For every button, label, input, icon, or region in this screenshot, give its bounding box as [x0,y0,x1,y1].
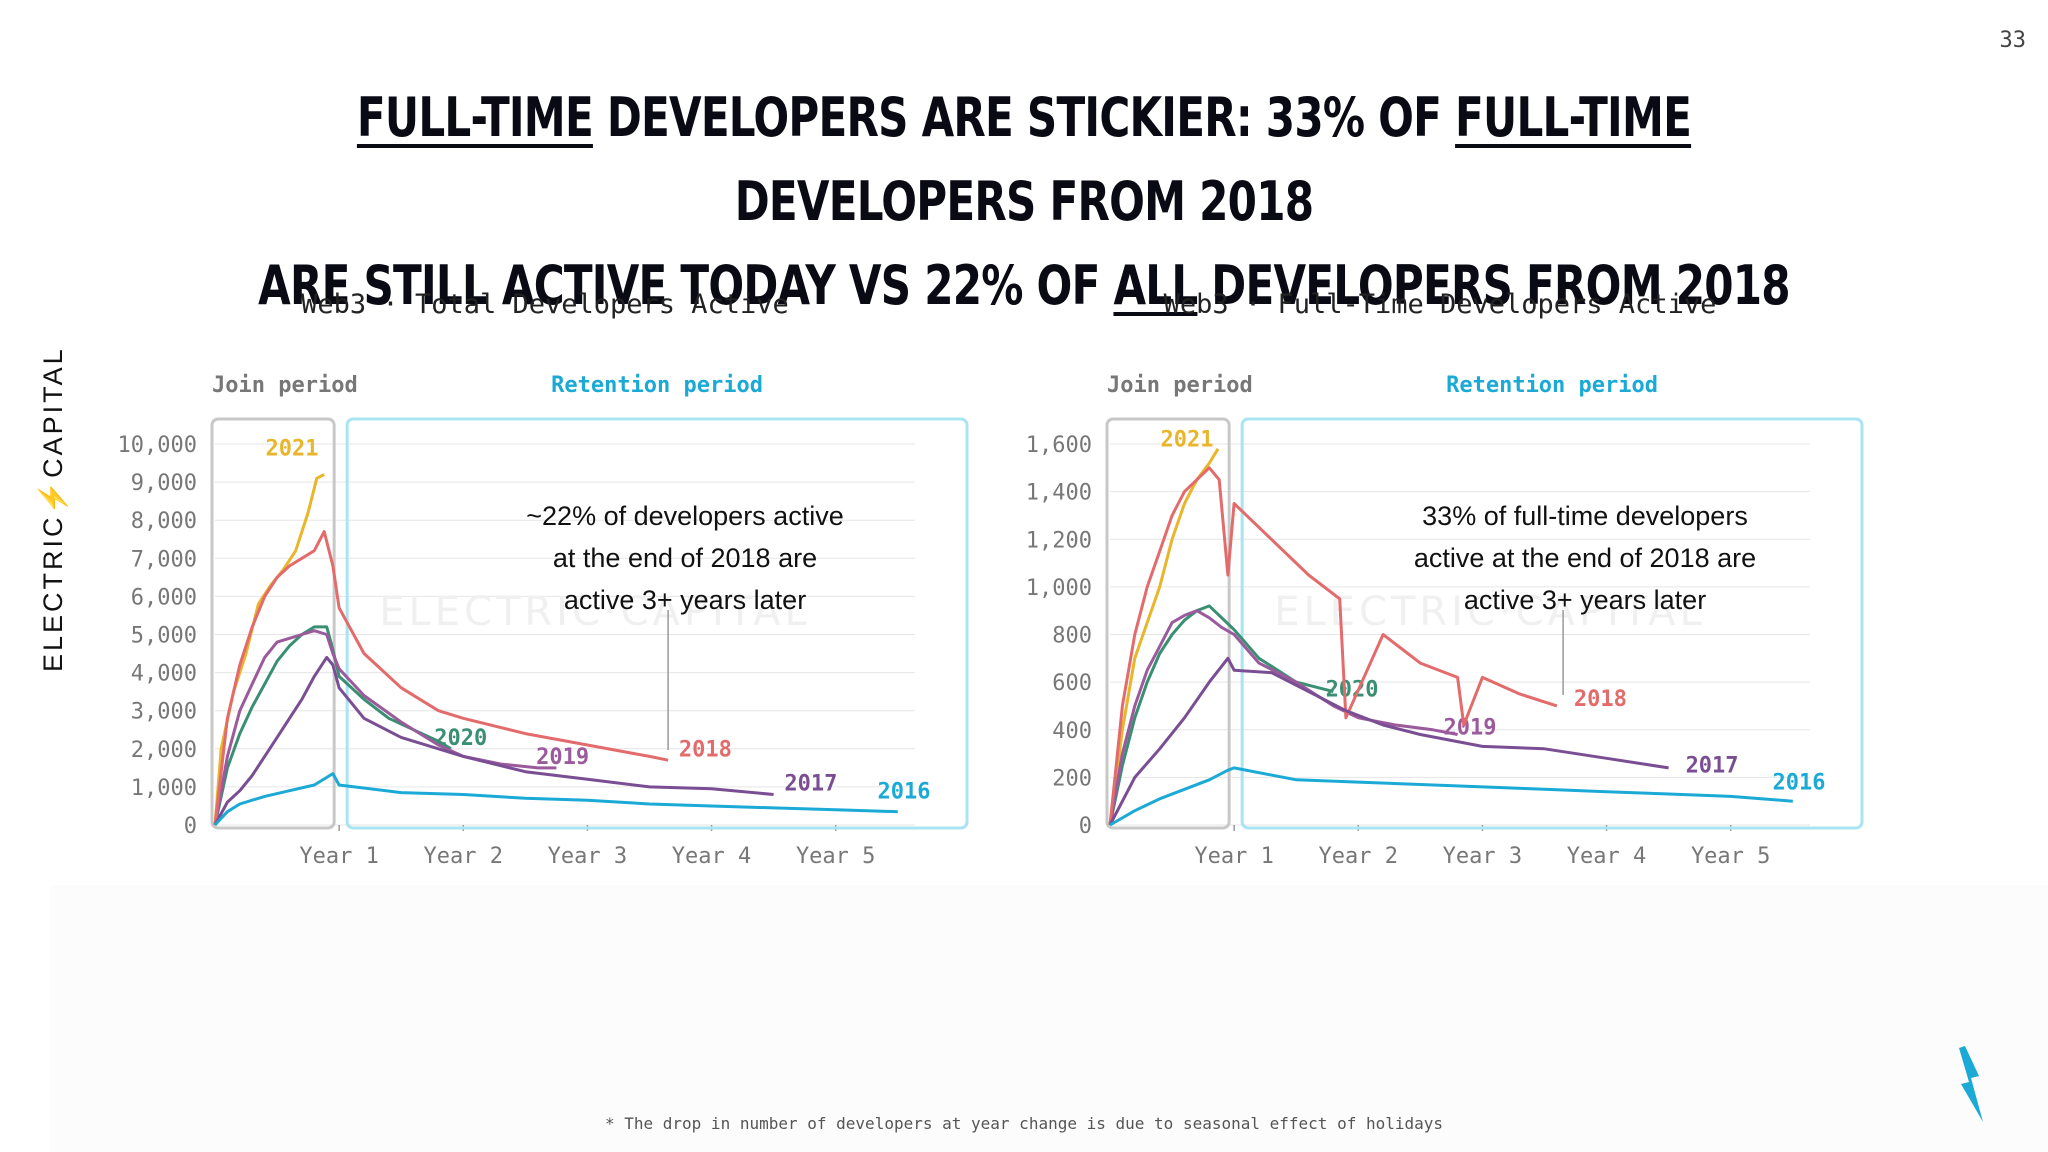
annotation-line: ~22% of developers active [526,501,843,531]
series-line-2017 [213,655,774,826]
x-tick-label: Year 2 [1319,844,1398,869]
footnote: * The drop in number of developers at ye… [604,1114,1444,1133]
chart-title: Web3 · Total Developers Active [301,289,789,320]
bolt-icon: ⚡ [38,477,68,515]
join-period-label: Join period [1107,373,1253,398]
chart-total-svg: Web3 · Total Developers Active 10,000 9,00… [118,289,969,869]
series-label-2017: 2017 [1686,754,1739,779]
chart-fulltime-svg: Web3 · Full-Time Developers Active 1,600 1… [1026,289,1864,869]
annotation-line: active at the end of 2018 are [1414,543,1756,573]
x-tick-label: Year 5 [1691,844,1770,869]
lightning-bolt-icon [1959,1046,1983,1122]
series-line-2020 [1108,604,1334,826]
y-tick-label: 1,600 [1026,433,1092,458]
series-label-2021: 2021 [1160,427,1213,452]
title-part: ARE STILL ACTIVE TODAY VS 22% OF [258,254,1114,317]
brand-logo: ELECTRIC⚡CAPITAL [37,346,69,672]
series-line-2017 [1108,656,1669,826]
x-tick-label: Year 5 [796,844,875,869]
retention-period-label: Retention period [551,373,763,398]
y-tick-label: 9,000 [131,471,197,496]
y-tick-label: 10,000 [118,433,197,458]
series-label-2018: 2018 [679,737,732,762]
chart-total-developers: Web3 · Total Developers Active 10,000 9,00… [95,280,995,900]
title-all: ALL [1113,254,1198,317]
series-label-2018: 2018 [1574,687,1627,712]
join-period-box [210,417,336,830]
series-label-2019: 2019 [1444,716,1497,741]
annotation-line: at the end of 2018 are [553,543,817,573]
watermark: ELECTRIC·CAPITAL [1274,589,1706,635]
x-tick-label: Year 3 [1443,844,1522,869]
x-tick-label: Year 4 [1567,844,1646,869]
bottom-shade [50,885,2048,1152]
title-fulltime-2: FULL-TIME [1455,86,1692,149]
chart-title: Web3 · Full-Time Developers Active [1164,289,1717,320]
series-label-2017: 2017 [784,772,837,797]
series-line-2018 [1108,466,1558,826]
series-line-2016 [1109,766,1793,827]
retention-period-label: Retention period [1446,373,1658,398]
series-label-2019: 2019 [536,745,589,770]
y-tick-label: 1,400 [1026,481,1092,506]
y-tick-label: 8,000 [131,509,197,534]
title-fulltime-1: FULL-TIME [356,86,594,149]
watermark: ELECTRIC·CAPITAL [379,589,811,635]
annotation-line: active 3+ years later [1464,585,1706,615]
join-period-box [1105,417,1231,830]
y-tick-label: 600 [1052,671,1092,696]
series-line-2021 [1108,448,1220,826]
annotation-line: 33% of full-time developers [1422,501,1748,531]
join-period-label: Join period [212,373,358,398]
annotation-line: active 3+ years later [564,585,806,615]
x-tick-label: Year 1 [1194,844,1273,869]
series-label-2016: 2016 [877,779,930,804]
title-part: DEVELOPERS FROM 2018 [1197,254,1790,317]
page-title: FULL-TIME DEVELOPERS ARE STICKIER: 33% O… [225,76,1822,328]
y-tick-label: 1,000 [1026,576,1092,601]
series-line-2018 [213,530,669,826]
brand-right: CAPITAL [38,346,68,478]
series-label-2016: 2016 [1772,770,1825,795]
page-number: 33 [1999,28,2027,53]
series-line-2016 [213,772,898,827]
series-label-2021: 2021 [265,436,318,461]
y-tick-label: 1,000 [131,776,197,801]
series-label-2020: 2020 [1326,677,1379,702]
series-line-2020 [213,625,452,826]
chart-fulltime-developers: Web3 · Full-Time Developers Active 1,600 1… [990,280,1890,900]
retention-period-box [1240,417,1864,830]
y-tick-label: 7,000 [131,547,197,572]
y-tick-label: 4,000 [131,662,197,687]
title-part: DEVELOPERS FROM 2018 [734,170,1314,233]
y-tick-label: 1,200 [1026,528,1092,553]
x-tick-label: Year 4 [672,844,751,869]
y-tick-label: 6,000 [131,585,197,610]
y-tick-label: 3,000 [131,700,197,725]
y-tick-label: 0 [1079,814,1092,839]
title-line-1: FULL-TIME DEVELOPERS ARE STICKIER: 33% O… [225,76,1822,244]
brand-left: ELECTRIC [38,514,68,672]
y-tick-label: 200 [1052,766,1092,791]
title-line-2: ARE STILL ACTIVE TODAY VS 22% OF ALL DEV… [225,244,1822,328]
x-tick-label: Year 1 [299,844,378,869]
y-tick-label: 800 [1052,624,1092,649]
series-line-2019 [1108,609,1458,826]
y-tick-label: 2,000 [131,738,197,763]
x-tick-label: Year 3 [548,844,627,869]
x-tick-label: Year 2 [424,844,503,869]
y-tick-label: 5,000 [131,624,197,649]
title-part: DEVELOPERS ARE STICKIER: 33% OF [592,86,1456,149]
y-tick-label: 400 [1052,719,1092,744]
y-tick-label: 0 [184,814,197,839]
